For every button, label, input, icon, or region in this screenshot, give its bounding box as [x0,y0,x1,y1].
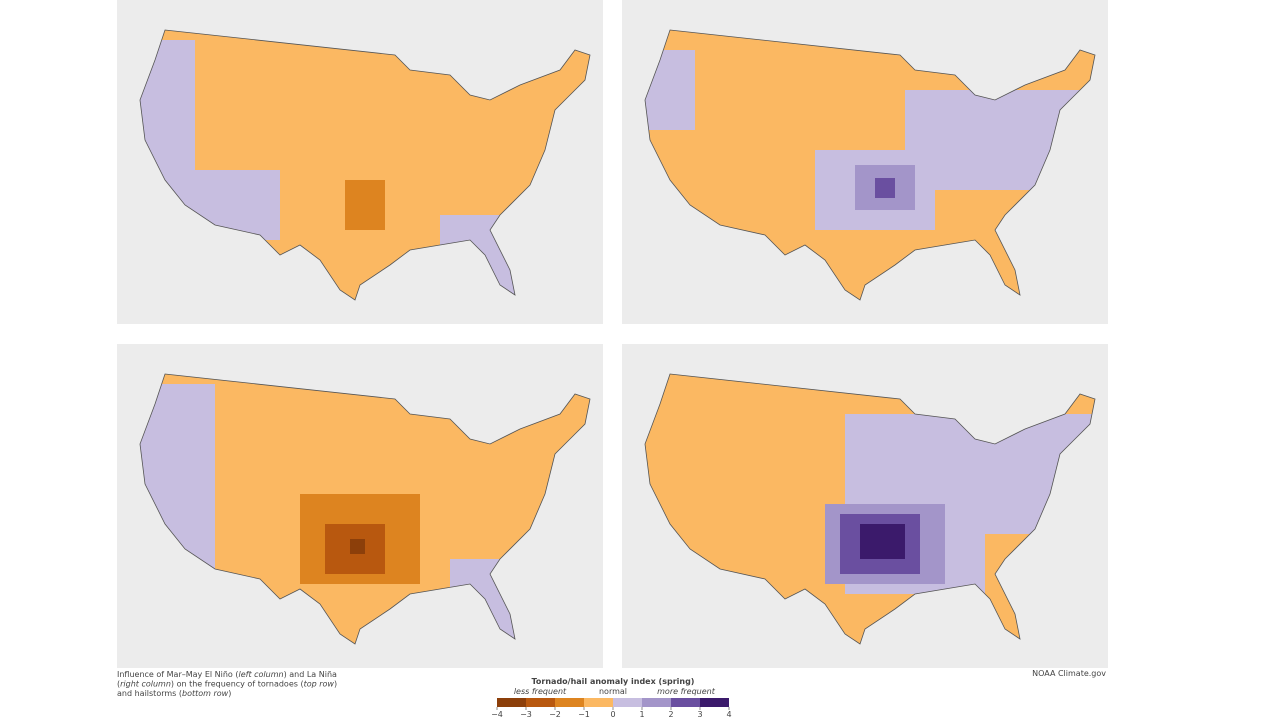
panel-la-nina-hail [622,344,1108,668]
legend-tick-label: 3 [697,710,702,719]
caption-segment: ) [228,689,231,698]
legend-swatch [700,698,729,707]
legend-tick-label: 2 [668,710,673,719]
legend-tick-label: −1 [578,710,590,719]
caption-segment: and hailstorms ( [117,689,182,698]
caption-line: (right column) on the frequency of torna… [117,680,337,689]
legend-tick-label: −2 [549,710,561,719]
legend-title: Tornado/hail anomaly index (spring) [532,677,695,686]
caption-segment: ( [117,680,120,689]
legend-tick-label: 4 [726,710,731,719]
legend-swatch [555,698,584,707]
legend-swatch [584,698,613,707]
caption-segment: left column [238,670,283,679]
legend-normal: normal [599,687,627,696]
caption-segment: ) on the frequency of tornadoes ( [171,680,304,689]
caption-segment: Influence of Mar–May El Niño ( [117,670,238,679]
caption-segment: right column [120,680,171,689]
legend-tick-label: −4 [491,710,503,719]
panel-el-nino-hail [117,344,603,668]
legend-swatch [613,698,642,707]
caption: Influence of Mar–May El Niño (left colum… [117,670,337,698]
caption-segment: ) [334,680,337,689]
caption-segment: ) and La Niña [284,670,337,679]
legend-swatch [526,698,555,707]
caption-line: and hailstorms (bottom row) [117,689,231,698]
legend-tick-label: 1 [639,710,644,719]
caption-line: Influence of Mar–May El Niño (left colum… [117,670,337,679]
legend-tick-label: −3 [520,710,532,719]
legend-more: more frequent [657,687,716,696]
legend-swatch [497,698,526,707]
caption-segment: bottom row [182,689,229,698]
legend-swatch [642,698,671,707]
panel-el-nino-tornado [117,0,603,324]
legend-swatch [671,698,700,707]
credit: NOAA Climate.gov [1032,669,1106,678]
legend-scale: −4 −3 −2 −1 0 1 2 3 4 [491,698,732,719]
legend-tick-label: 0 [610,710,615,719]
legend-less: less frequent [514,687,567,696]
panel-la-nina-tornado [622,0,1108,324]
caption-segment: top row [304,680,335,689]
